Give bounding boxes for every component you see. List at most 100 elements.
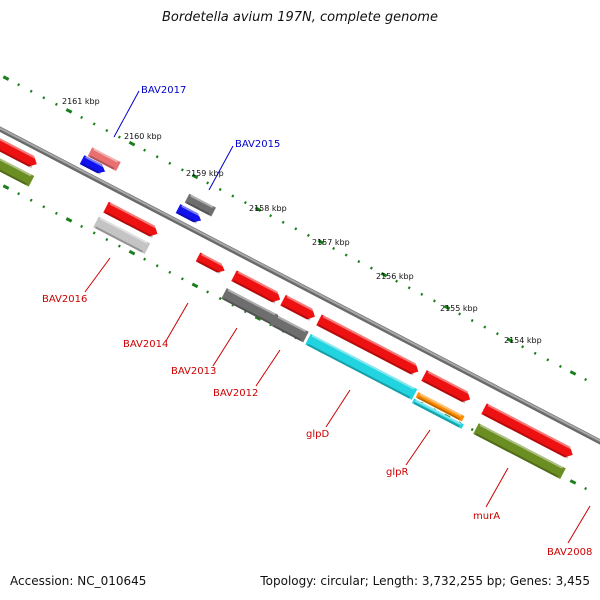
inner-ruler-tick	[2, 184, 10, 190]
leader-bav2013	[212, 327, 238, 367]
gene-bav2012-red[interactable]	[280, 294, 317, 322]
label-leaders	[84, 90, 591, 544]
leader-bav2016	[84, 257, 111, 293]
inner-ruler-tick	[117, 244, 121, 248]
outer-ruler-tick	[521, 345, 525, 349]
gene-label-bav2015[interactable]: BAV2015	[235, 139, 280, 150]
outer-ruler-tick	[344, 253, 348, 257]
outer-ruler-tick	[483, 325, 487, 329]
outer-ruler-tick	[254, 206, 262, 212]
inner-ruler-tick	[80, 224, 84, 229]
inner-ruler-tick	[17, 192, 21, 196]
outer-ruler-tick	[380, 271, 388, 278]
ruler-label-2154: 2154 kbp	[504, 336, 542, 345]
gene-glpd-cyan[interactable]	[305, 333, 418, 400]
ruler-label-2155: 2155 kbp	[440, 304, 478, 313]
inner-ruler-tick	[254, 315, 262, 321]
leader-bav2014	[165, 302, 189, 342]
outer-ruler-tick	[17, 83, 21, 87]
gene-label-glpr[interactable]: glpR	[386, 467, 408, 478]
gene-features	[0, 129, 575, 480]
gene-mura-red[interactable]	[481, 403, 575, 460]
outer-ruler-tick	[533, 351, 537, 355]
outer-ruler-tick	[191, 173, 199, 180]
accession-text: Accession: NC_010645	[10, 574, 147, 588]
inner-ruler-tick	[206, 290, 210, 294]
gene-glpd-red[interactable]	[316, 314, 421, 377]
gene-bav2016-grey[interactable]	[93, 216, 151, 255]
inner-ruler-tick	[470, 427, 474, 432]
leader-glpr	[405, 429, 431, 466]
outer-ruler-tick	[281, 220, 285, 224]
leader-glpd	[325, 389, 351, 428]
gene-bav2013-grey[interactable]	[221, 288, 279, 326]
gene-label-bav2012[interactable]: BAV2012	[213, 388, 258, 399]
outer-ruler-tick	[357, 260, 361, 264]
genome-backbone	[0, 126, 600, 445]
ruler-label-2161: 2161 kbp	[62, 97, 100, 106]
inner-ruler-tick	[29, 198, 33, 202]
outer-ruler-tick	[243, 201, 247, 205]
inner-ruler-tick	[243, 310, 247, 314]
ruler-label-2159: 2159 kbp	[186, 169, 224, 178]
leader-bav2015	[208, 145, 234, 191]
gene-labels: BAV2017 BAV2015 BAV2016 BAV2014 BAV2013 …	[42, 85, 592, 558]
outer-ruler-tick	[65, 108, 73, 114]
outer-ruler-tick	[495, 332, 499, 336]
outer-ruler-tick	[105, 128, 109, 133]
inner-ruler-tick	[155, 264, 159, 268]
outer-ruler-tick	[117, 135, 121, 139]
inner-ruler-tick	[191, 282, 199, 289]
outer-ruler-tick	[206, 181, 210, 185]
gene-glpr-red[interactable]	[421, 370, 473, 405]
gene-glpr-cyan[interactable]	[411, 398, 464, 429]
outer-ruler-tick	[294, 227, 298, 231]
outer-ruler-tick	[54, 102, 58, 106]
inner-ruler-tick	[269, 323, 273, 327]
gene-label-bav2008[interactable]: BAV2008	[547, 547, 592, 558]
inner-ruler-tick	[65, 217, 73, 223]
outer-ruler-tick	[470, 318, 474, 323]
outer-ruler-tick	[432, 299, 436, 303]
gene-bav2015-grey[interactable]	[184, 193, 216, 217]
outer-ruler-tick	[506, 337, 514, 343]
outer-ruler-tick	[558, 364, 562, 368]
gene-bav2014-small[interactable]	[195, 252, 227, 276]
inner-ruler-tick	[143, 257, 147, 261]
gene-bav2014-red[interactable]	[231, 270, 283, 305]
gene-bav2017-pink[interactable]	[87, 147, 121, 171]
gene-left-red[interactable]	[0, 129, 40, 169]
outer-ruler-tick	[231, 194, 235, 198]
map-title: Bordetella avium 197N, complete genome	[162, 10, 438, 25]
inner-ruler-tick	[180, 277, 184, 281]
gene-mura-olive[interactable]	[473, 423, 566, 480]
gene-left-olive[interactable]	[0, 149, 35, 187]
inner-ruler-tick	[42, 205, 46, 209]
outer-ruler-tick	[29, 89, 33, 93]
ruler-label-2156: 2156 kbp	[376, 272, 414, 281]
gene-bav2015-arrow[interactable]	[175, 204, 204, 225]
gene-bav2012-grey[interactable]	[271, 315, 309, 343]
gene-label-bav2016[interactable]: BAV2016	[42, 294, 87, 305]
gene-bav2016-red[interactable]	[103, 201, 160, 239]
gene-label-mura[interactable]: murA	[473, 511, 500, 522]
gene-label-bav2014[interactable]: BAV2014	[123, 339, 168, 350]
outer-ruler-tick	[168, 161, 172, 165]
ruler-label-2157: 2157 kbp	[312, 238, 350, 247]
inner-ruler-tick	[54, 211, 58, 215]
outer-ruler-tick	[407, 286, 411, 290]
outer-ruler-tick	[269, 214, 273, 218]
gene-glpr-orange[interactable]	[415, 392, 465, 422]
outer-ruler-tick	[2, 75, 10, 81]
inner-ruler-tick	[168, 270, 172, 274]
outer-ruler-tick	[80, 115, 84, 120]
gene-label-glpd[interactable]: glpD	[306, 429, 329, 440]
genome-stats-text: Topology: circular; Length: 3,732,255 bp…	[260, 574, 590, 588]
gene-bav2017-arrow[interactable]	[79, 155, 108, 176]
gene-label-bav2013[interactable]: BAV2013	[171, 366, 216, 377]
gene-label-bav2017[interactable]: BAV2017	[141, 85, 186, 96]
inner-ruler-tick	[569, 479, 577, 485]
outer-ruler-tick	[155, 155, 159, 159]
